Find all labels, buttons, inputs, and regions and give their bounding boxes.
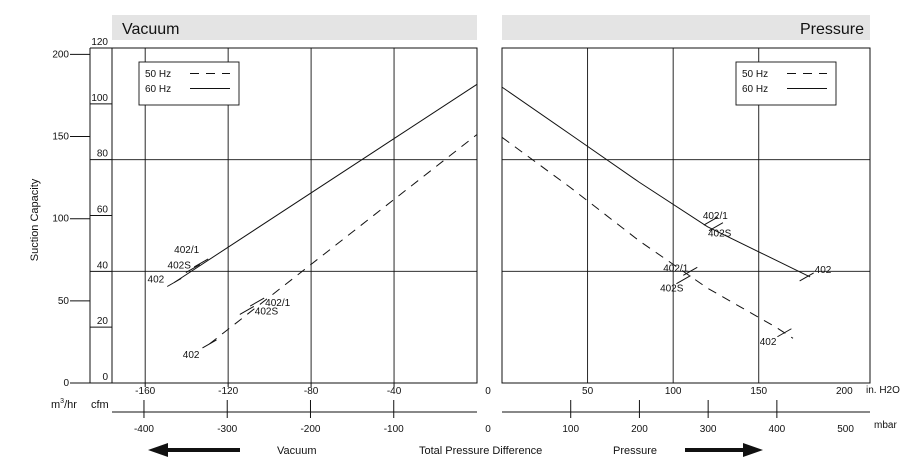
- annotation-marker: [777, 328, 792, 338]
- pressure-direction-arrow: [685, 443, 763, 457]
- annotation-label-402s: 402S: [708, 229, 732, 240]
- pressure-title-bar: [502, 15, 870, 40]
- pressure-curve-50hz: [501, 136, 794, 339]
- cfm-tick-label: 80: [97, 149, 109, 160]
- inh2o-tick-label: 100: [665, 386, 682, 397]
- mbar-tick-label: -100: [384, 424, 404, 435]
- mbar-tick-label: -400: [134, 424, 154, 435]
- legend-label-50hz: 50 Hz: [742, 69, 768, 80]
- pressure-legend: 50 Hz 60 Hz: [735, 61, 837, 106]
- mbar-unit-label: mbar: [874, 420, 897, 431]
- annotation-label-402s: 402S: [255, 306, 279, 317]
- m3hr-tick-label: 50: [58, 296, 70, 307]
- vacuum-title-bar: [112, 15, 477, 40]
- annotation-label-402-1: 402/1: [703, 211, 728, 222]
- y-axis-title: Suction Capacity: [29, 178, 41, 261]
- annotation-marker: [708, 222, 724, 232]
- annotation-label-402-1: 402/1: [265, 298, 290, 309]
- annotation-label-402s: 402S: [660, 284, 684, 295]
- legend-label-50hz: 50 Hz: [145, 69, 171, 80]
- vacuum-direction-label: Vacuum: [277, 445, 317, 457]
- vacuum-curve-50hz: [209, 134, 478, 345]
- vacuum-legend: 50 Hz 60 Hz: [138, 61, 240, 106]
- m3hr-unit-label: m3/hr: [51, 398, 77, 411]
- annotation-label-402: 402: [148, 275, 165, 286]
- inh2o-tick-label: 200: [836, 386, 853, 397]
- cfm-tick-label: 100: [91, 93, 108, 104]
- inh2o-tick-label: -120: [218, 386, 238, 397]
- annotation-label-402: 402: [760, 337, 777, 348]
- m3hr-tick-label: 200: [52, 49, 69, 60]
- m3hr-tick-label: 100: [52, 214, 69, 225]
- inh2o-unit-label: in. H2O: [866, 385, 900, 396]
- model-annotations: 402/1402S402402/1402S402402/1402S402402/…: [148, 211, 832, 361]
- annotation-label-402: 402: [815, 265, 832, 276]
- annotation-marker: [683, 266, 698, 276]
- m3hr-tick-label: 150: [52, 132, 69, 143]
- annotation-label-402: 402: [183, 350, 200, 361]
- annotation-label-402-1: 402/1: [663, 263, 688, 274]
- annotation-marker: [676, 275, 691, 285]
- x-axis-title: Total Pressure Difference: [419, 445, 542, 457]
- mbar-tick-label: -200: [300, 424, 320, 435]
- inh2o-tick-label: -40: [387, 386, 402, 397]
- annotation-marker: [193, 258, 209, 268]
- inh2o-tick-label: -80: [304, 386, 319, 397]
- inh2o-tick-label: 50: [582, 386, 594, 397]
- cfm-tick-label: 0: [102, 372, 108, 383]
- annotation-marker: [239, 305, 255, 315]
- m3hr-tick-label: 0: [63, 378, 69, 389]
- pressure-panel-title: Pressure: [800, 21, 864, 38]
- mbar-tick-label: 400: [769, 424, 786, 435]
- annotation-marker: [166, 278, 182, 287]
- mbar-tick-label: 0: [485, 424, 491, 435]
- pressure-plot-frame: [501, 47, 871, 384]
- cfm-tick-label: 60: [97, 205, 109, 216]
- annotation-label-402-1: 402/1: [174, 245, 199, 256]
- inh2o-tick-label: 150: [750, 386, 767, 397]
- annotation-label-402s: 402S: [168, 261, 192, 272]
- annotation-marker: [185, 264, 201, 273]
- pressure-direction-label: Pressure: [613, 445, 657, 457]
- inh2o-tick-label: 0: [485, 386, 491, 397]
- annotation-marker: [202, 339, 217, 349]
- mbar-tick-label: -300: [217, 424, 237, 435]
- vacuum-panel-title: Vacuum: [122, 21, 180, 38]
- annotation-marker: [799, 272, 814, 282]
- legend-label-60hz: 60 Hz: [145, 84, 171, 95]
- cfm-tick-label: 120: [91, 37, 108, 48]
- legend-label-60hz: 60 Hz: [742, 84, 768, 95]
- mbar-tick-label: 500: [837, 424, 854, 435]
- annotation-marker: [249, 297, 265, 307]
- mbar-tick-label: 200: [631, 424, 648, 435]
- performance-curves: [173, 83, 811, 345]
- annotation-marker: [703, 216, 719, 226]
- cfm-tick-label: 20: [97, 316, 109, 327]
- inh2o-tick-label: -160: [135, 386, 155, 397]
- vacuum-direction-arrow: [148, 443, 240, 457]
- x-axes-ticks: -160 -120 -80 -40 0 50 100 150 200-400 -300 -200 -1…: [134, 383, 854, 435]
- y-axes-ticks: 0 20 40 60 80 100 120 0 50 100 150 200: [52, 37, 112, 389]
- mbar-tick-label: 100: [562, 424, 579, 435]
- vacuum-grid: [112, 48, 477, 383]
- mbar-tick-label: 300: [700, 424, 717, 435]
- pressure-curve-60hz: [501, 86, 811, 278]
- cfm-tick-label: 40: [97, 260, 109, 271]
- cfm-unit-label: cfm: [91, 399, 109, 411]
- vacuum-curve-60hz: [173, 83, 478, 283]
